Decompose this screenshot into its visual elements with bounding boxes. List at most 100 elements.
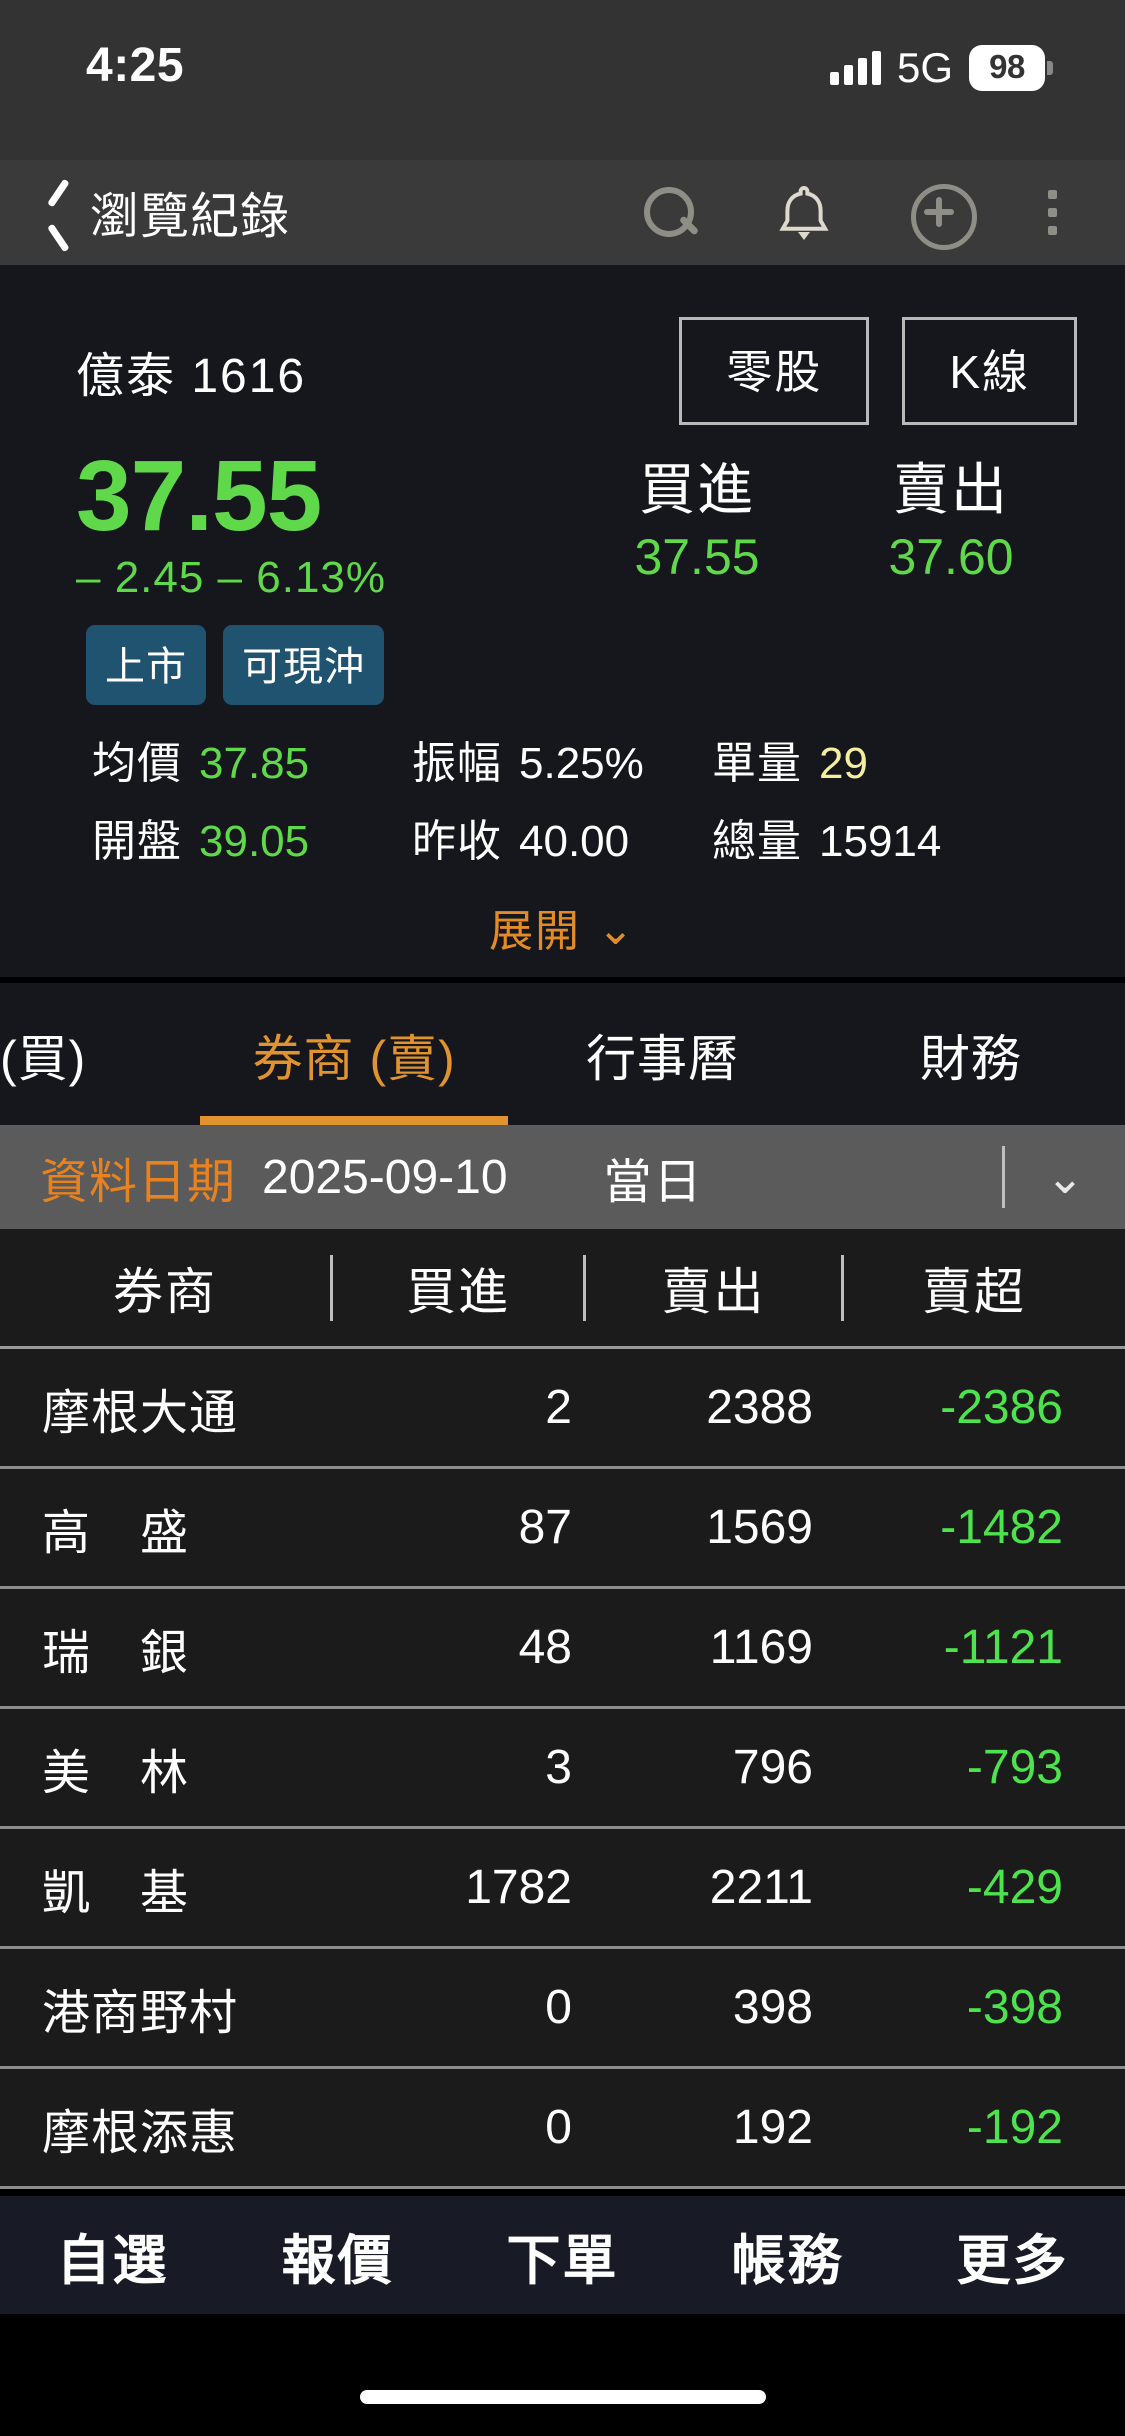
- divider: [330, 1254, 333, 1321]
- cell-sell: 192: [732, 2101, 813, 2154]
- date-filter-label: 資料日期: [40, 1156, 237, 1209]
- tab-broker-sell[interactable]: 券商 (賣): [200, 1019, 509, 1125]
- home-indicator-area: [0, 2314, 1125, 2436]
- table-row[interactable]: 港商野村 0 398 -398: [0, 1949, 1125, 2069]
- bottom-nav-bar: 自選 報價 下單 帳務 更多: [0, 2196, 1125, 2314]
- nav-bar: 瀏覽紀錄: [0, 160, 1125, 265]
- cell-net: -1482: [940, 1501, 1063, 1554]
- stat-value: 5.25%: [519, 739, 644, 788]
- last-price: 37.55: [76, 440, 322, 552]
- section-tabs: (買) 券商 (賣) 行事曆 財務: [0, 977, 1125, 1125]
- chevron-down-icon: ⌄: [597, 905, 636, 954]
- table-row[interactable]: 摩根添惠 0 192 -192: [0, 2069, 1125, 2189]
- date-filter-bar[interactable]: 資料日期 2025-09-10 當日 ⌄: [0, 1125, 1125, 1229]
- home-indicator[interactable]: [359, 2390, 766, 2404]
- stat-label: 均價: [92, 739, 182, 788]
- cell-net: -793: [966, 1741, 1063, 1794]
- stats-row: 開盤 39.05 昨收 40.00 總量 15914: [0, 805, 1125, 869]
- stat-label: 單量: [712, 739, 802, 788]
- cell-sell: 1569: [706, 1501, 813, 1554]
- bid-ask-block: 買進 37.55 賣出 37.60: [599, 443, 1077, 586]
- column-header-sell[interactable]: 賣出: [661, 1263, 766, 1320]
- bid-cell[interactable]: 買進 37.55: [599, 445, 795, 586]
- ask-value: 37.60: [888, 529, 1014, 585]
- chevron-down-icon[interactable]: ⌄: [1045, 1151, 1085, 1203]
- cell-net: -1121: [943, 1621, 1063, 1674]
- bid-label: 買進: [639, 458, 755, 521]
- cell-net: -2386: [940, 1381, 1063, 1434]
- network-type-label: 5G: [896, 44, 953, 91]
- column-header-broker[interactable]: 券商: [113, 1263, 217, 1320]
- table-header: 券商 買進 賣出 賣超: [0, 1229, 1125, 1349]
- cell-broker: 凱 基: [42, 1866, 190, 1920]
- quote-header-row: 億泰 1616 零股 K線: [0, 265, 1125, 425]
- stat-open-price: 開盤 39.05: [92, 805, 412, 869]
- table-row[interactable]: 凱 基 1782 2211 -429: [0, 1829, 1125, 1949]
- kline-button[interactable]: K線: [902, 317, 1077, 425]
- stat-value: 37.85: [199, 739, 310, 788]
- back-button[interactable]: 瀏覽紀錄: [46, 177, 290, 248]
- stats-row: 均價 37.85 振幅 5.25% 單量 29: [0, 727, 1125, 791]
- bottom-nav-order[interactable]: 下單: [506, 2230, 619, 2291]
- stat-amplitude: 振幅 5.25%: [412, 727, 712, 791]
- expand-button[interactable]: 展開 ⌄: [0, 883, 1125, 959]
- stat-prev-close: 昨收 40.00: [412, 805, 712, 869]
- status-bar: 4:25 5G 98: [0, 0, 1125, 160]
- stat-label: 開盤: [92, 817, 182, 866]
- search-icon[interactable]: [637, 182, 699, 244]
- price-block: 37.55 – 2.45 – 6.13%: [76, 443, 386, 603]
- cell-sell: 2388: [706, 1381, 813, 1434]
- stock-name-code: 億泰 1616: [76, 350, 307, 403]
- table-row[interactable]: 高 盛 87 1569 -1482: [0, 1469, 1125, 1589]
- broker-table: 券商 買進 賣出 賣超 摩根大通 2 2388 -2386 高 盛 87 156…: [0, 1229, 1125, 2189]
- divider: [841, 1254, 844, 1321]
- stat-label: 總量: [712, 817, 802, 866]
- bell-icon[interactable]: [773, 182, 835, 244]
- page-title: 瀏覽紀錄: [90, 190, 291, 244]
- status-badge-listed: 上市: [86, 625, 206, 705]
- tab-broker-buy[interactable]: (買): [0, 1031, 87, 1087]
- chevron-left-icon: [46, 190, 76, 236]
- quote-stats: 均價 37.85 振幅 5.25% 單量 29 開盤 39.05 昨收 40.0…: [0, 705, 1125, 869]
- cell-buy: 0: [545, 1981, 572, 2034]
- battery-icon: 98: [969, 45, 1053, 91]
- overflow-menu-icon[interactable]: [1045, 185, 1059, 241]
- table-row[interactable]: 摩根大通 2 2388 -2386: [0, 1349, 1125, 1469]
- stat-value: 29: [819, 739, 868, 788]
- status-badges: 上市 可現沖: [0, 603, 1125, 705]
- battery-level: 98: [969, 45, 1045, 91]
- plus-circle-icon[interactable]: [909, 182, 977, 250]
- ask-cell[interactable]: 賣出 37.60: [853, 445, 1049, 586]
- cell-net: -429: [966, 1861, 1063, 1914]
- tab-calendar[interactable]: 行事曆: [585, 1031, 739, 1087]
- cell-buy: 48: [518, 1621, 572, 1674]
- signal-bars-icon: [829, 51, 881, 85]
- date-filter-value[interactable]: 2025-09-10: [262, 1150, 508, 1204]
- bottom-nav-more[interactable]: 更多: [956, 2230, 1069, 2291]
- stat-value: 15914: [819, 817, 942, 866]
- stat-single-volume: 單量 29: [712, 727, 1012, 791]
- odd-lot-button[interactable]: 零股: [679, 317, 870, 425]
- status-badge-daytrade: 可現沖: [223, 625, 384, 705]
- cell-broker: 高 盛: [42, 1506, 190, 1560]
- date-filter-period[interactable]: 當日: [603, 1156, 704, 1209]
- expand-label: 展開: [489, 907, 582, 956]
- divider: [1002, 1146, 1005, 1208]
- table-row[interactable]: 美 林 3 796 -793: [0, 1709, 1125, 1829]
- bottom-nav-account[interactable]: 帳務: [731, 2230, 844, 2291]
- cell-buy: 87: [518, 1501, 572, 1554]
- stat-label: 振幅: [412, 739, 502, 788]
- column-header-net-sell[interactable]: 賣超: [922, 1263, 1026, 1320]
- divider: [583, 1254, 586, 1321]
- tab-financials[interactable]: 財務: [919, 1031, 1022, 1087]
- bottom-nav-quotes[interactable]: 報價: [281, 2230, 394, 2291]
- price-change: – 2.45 – 6.13%: [76, 553, 387, 602]
- table-row[interactable]: 瑞 銀 48 1169 -1121: [0, 1589, 1125, 1709]
- cell-net: -192: [966, 2101, 1063, 2154]
- cell-sell: 1169: [709, 1621, 813, 1674]
- column-header-buy[interactable]: 買進: [406, 1263, 510, 1320]
- quote-panel: 億泰 1616 零股 K線 37.55 – 2.45 – 6.13% 買進 37…: [0, 265, 1125, 977]
- stat-value: 39.05: [199, 817, 310, 866]
- stat-avg-price: 均價 37.85: [92, 727, 412, 791]
- bottom-nav-watchlist[interactable]: 自選: [56, 2230, 169, 2291]
